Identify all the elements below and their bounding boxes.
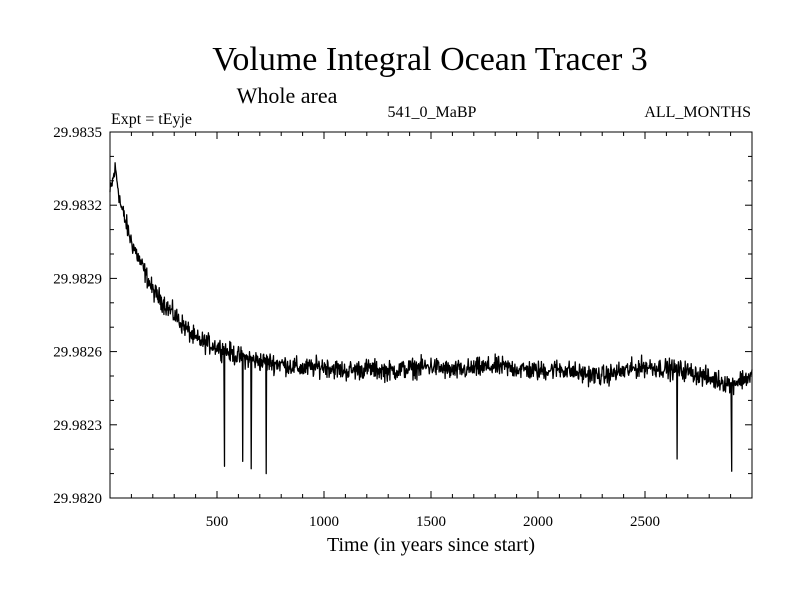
y-tick-label: 29.9826: [53, 345, 102, 361]
x-tick-label: 500: [206, 514, 229, 530]
chart-subtitle: Whole area: [237, 83, 338, 108]
x-tick-label: 2500: [630, 514, 660, 530]
experiment-label: Expt = tEyje: [111, 111, 192, 128]
y-tick-label: 29.9820: [53, 491, 102, 507]
plot-frame: [109, 131, 753, 499]
x-tick-label: 1500: [416, 514, 446, 530]
series-line: [109, 162, 753, 475]
data-series: [109, 162, 753, 475]
x-tick-label: 1000: [309, 514, 339, 530]
y-tick-label: 29.9835: [53, 125, 102, 141]
chart-title: Volume Integral Ocean Tracer 3: [212, 41, 648, 78]
x-axis: 500 1000 1500 2000 2500: [130, 132, 732, 530]
y-tick-label: 29.9829: [53, 271, 102, 287]
x-tick-label: 2000: [523, 514, 553, 530]
months-label: ALL_MONTHS: [644, 104, 751, 121]
y-tick-label: 29.9832: [53, 198, 102, 214]
y-axis: 29.9820 29.9823 29.9826 29.9829 29.9832 29.98…: [53, 125, 752, 507]
x-axis-label: Time (in years since start): [327, 534, 535, 556]
period-label: 541_0_MaBP: [388, 104, 477, 121]
y-tick-label: 29.9823: [53, 418, 102, 434]
